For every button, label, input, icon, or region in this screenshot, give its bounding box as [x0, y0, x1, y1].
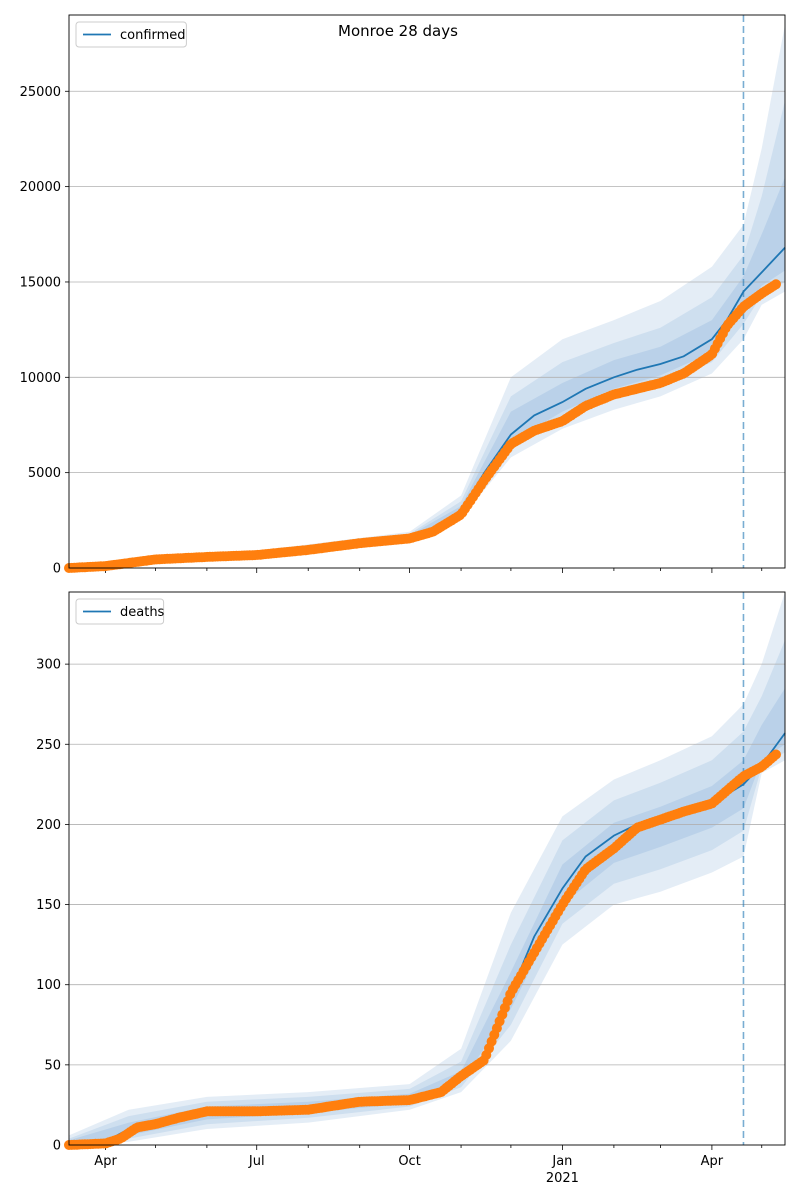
data-point	[771, 749, 781, 760]
panel-deaths: 0 50 100 150 200 250 300 Apr Jul Oct Jan Apr 2021 dea…	[36, 591, 786, 1186]
x-year-label: 2021	[546, 1171, 579, 1186]
series-scatter-observed	[64, 279, 781, 573]
uncertainty-band-1	[69, 640, 785, 1145]
y-tick-label: 10000	[20, 371, 61, 386]
y-tick-label: 300	[36, 658, 61, 673]
y-tick-label: 25000	[20, 85, 61, 100]
x-tick-label: Jul	[248, 1154, 265, 1169]
y-tick-label: 100	[36, 978, 61, 993]
chart-title: Monroe 28 days	[338, 22, 458, 40]
y-tick-label: 0	[53, 562, 61, 577]
series-scatter-observed	[64, 749, 781, 1150]
legend-label: deaths	[120, 605, 165, 620]
y-tick-label: 250	[36, 738, 61, 753]
x-tick-label: Apr	[701, 1154, 724, 1169]
y-tick-label: 200	[36, 818, 61, 833]
axes-frame	[68, 591, 786, 1146]
data-point	[771, 279, 781, 290]
axes-frame	[68, 14, 786, 569]
legend-box	[75, 21, 187, 48]
y-tick-label: 20000	[20, 180, 61, 195]
x-tick-label: Apr	[94, 1154, 117, 1169]
legend-box	[75, 598, 165, 625]
uncertainty-band-0	[69, 592, 785, 1145]
y-tick-label: 150	[36, 898, 61, 913]
y-tick-label: 0	[53, 1139, 61, 1154]
uncertainty-band-1	[69, 100, 785, 569]
y-tick-label: 15000	[20, 275, 61, 290]
x-tick-label: Oct	[398, 1154, 420, 1169]
x-tick-label: Jan	[551, 1154, 572, 1169]
y-tick-label: 5000	[28, 466, 61, 481]
uncertainty-band-2	[69, 177, 785, 568]
panel-confirmed: 0 5000 10000 15000 20000 25000 confirmed	[20, 14, 786, 577]
uncertainty-band-0	[69, 24, 785, 568]
y-tick-label: 50	[44, 1058, 61, 1073]
legend-label: confirmed	[120, 28, 186, 43]
